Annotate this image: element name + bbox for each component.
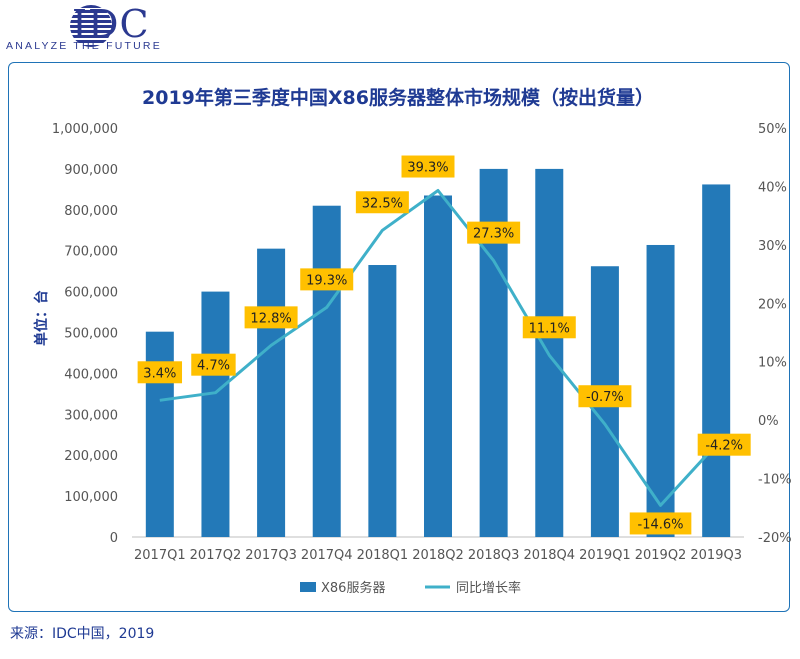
x-tick-label: 2018Q2 bbox=[412, 548, 464, 563]
data-label-bg bbox=[137, 361, 183, 384]
bar bbox=[201, 291, 230, 537]
idc-logo-globe-icon bbox=[70, 5, 112, 47]
x-tick-label: 2017Q2 bbox=[190, 548, 242, 563]
chart-title: 2019年第三季度中国X86服务器整体市场规模（按出货量） bbox=[142, 86, 654, 109]
data-label-bg bbox=[467, 221, 521, 244]
y-tick-label: 200,000 bbox=[64, 449, 118, 464]
y2-tick-label: -10% bbox=[758, 473, 792, 488]
x-tick-label: 2018Q3 bbox=[468, 548, 520, 563]
data-label: 27.3% bbox=[473, 227, 514, 242]
legend-bar-label: X86服务器 bbox=[321, 580, 385, 596]
data-label-bg bbox=[697, 433, 751, 456]
growth-line bbox=[159, 189, 718, 507]
bar bbox=[646, 244, 675, 537]
x-tick-label: 2017Q1 bbox=[134, 548, 186, 563]
y2-tick-label: 0% bbox=[758, 414, 779, 429]
x-tick-label: 2019Q2 bbox=[635, 548, 687, 563]
data-label: 39.3% bbox=[407, 161, 448, 176]
logo-text: IDC bbox=[72, 2, 150, 46]
data-label-bg bbox=[578, 385, 632, 408]
y2-tick-label: 20% bbox=[758, 297, 787, 312]
y-tick-label: 500,000 bbox=[64, 327, 118, 342]
data-label: -14.6% bbox=[638, 517, 684, 532]
data-label-bg bbox=[355, 191, 409, 214]
logo-tagline: ANALYZE THE FUTURE bbox=[6, 40, 162, 52]
x-tick-label: 2019Q1 bbox=[579, 548, 631, 563]
chart-frame bbox=[8, 62, 790, 612]
data-label-bg bbox=[401, 155, 455, 178]
data-label: 3.4% bbox=[143, 366, 176, 381]
y-tick-label: 400,000 bbox=[64, 367, 118, 382]
data-label: -0.7% bbox=[586, 390, 624, 405]
bar bbox=[368, 265, 397, 537]
data-label: 32.5% bbox=[362, 196, 403, 211]
source-note: 来源：IDC中国，2019 bbox=[10, 626, 155, 642]
data-label: 4.7% bbox=[197, 359, 230, 374]
y-axis-label: 单位：台 bbox=[33, 290, 50, 346]
x-tick-label: 2019Q3 bbox=[690, 548, 742, 563]
x-tick-label: 2017Q3 bbox=[245, 548, 297, 563]
data-label-bg bbox=[244, 306, 298, 329]
y-tick-label: 0 bbox=[110, 531, 118, 546]
data-label-bg bbox=[629, 512, 692, 535]
bar bbox=[424, 195, 452, 538]
y-tick-label: 700,000 bbox=[64, 245, 118, 260]
data-label-bg bbox=[300, 268, 354, 291]
y-tick-label: 100,000 bbox=[64, 490, 118, 505]
y-tick-label: 600,000 bbox=[64, 286, 118, 301]
y-tick-label: 900,000 bbox=[64, 163, 118, 178]
y2-tick-label: 50% bbox=[758, 122, 787, 137]
x-tick-label: 2018Q1 bbox=[357, 548, 409, 563]
data-label: 11.1% bbox=[529, 321, 570, 336]
data-label: 19.3% bbox=[306, 273, 347, 288]
x-tick-label: 2017Q4 bbox=[301, 548, 353, 563]
bar bbox=[312, 205, 341, 537]
y-tick-label: 800,000 bbox=[64, 204, 118, 219]
bar bbox=[257, 248, 286, 537]
x-tick-label: 2018Q4 bbox=[523, 548, 575, 563]
y-tick-label: 1,000,000 bbox=[52, 122, 118, 137]
y2-tick-label: 30% bbox=[758, 239, 787, 254]
data-label: 12.8% bbox=[250, 311, 291, 326]
y-tick-label: 300,000 bbox=[64, 408, 118, 423]
y2-tick-label: 40% bbox=[758, 180, 787, 195]
data-label: -4.2% bbox=[705, 439, 743, 454]
data-label-bg bbox=[522, 316, 576, 339]
data-label-bg bbox=[191, 353, 236, 376]
legend-bar-swatch bbox=[300, 582, 316, 592]
legend-line-label: 同比增长率 bbox=[456, 580, 521, 596]
y2-tick-label: 10% bbox=[758, 356, 787, 371]
y2-tick-label: -20% bbox=[758, 531, 792, 546]
bar bbox=[702, 184, 731, 537]
